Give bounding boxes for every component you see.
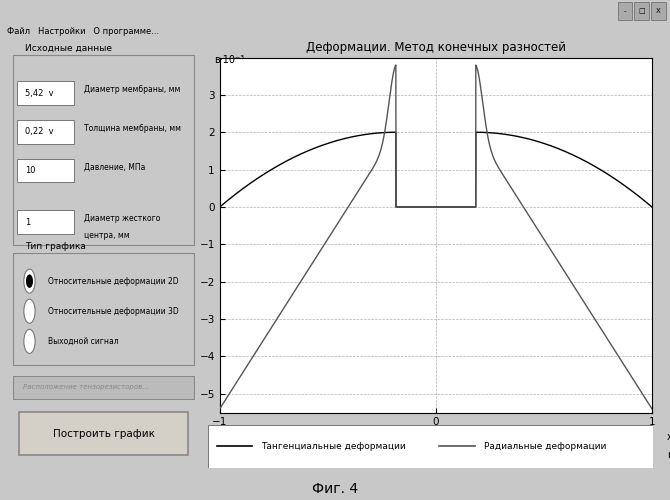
Text: Тангенциальные деформации: Тангенциальные деформации (261, 442, 406, 451)
Text: Радиальные деформации: Радиальные деформации (484, 442, 606, 451)
Text: Диаметр жесткого: Диаметр жесткого (84, 214, 160, 224)
Text: Толщина мембраны, мм: Толщина мембраны, мм (84, 124, 181, 133)
Text: Тип графика: Тип графика (25, 242, 86, 251)
Радиальные деформации (648, 406, 656, 412)
FancyBboxPatch shape (651, 2, 666, 20)
FancyBboxPatch shape (13, 56, 194, 244)
FancyBboxPatch shape (13, 253, 194, 365)
Радиальные деформации (571, 285, 579, 291)
Text: 10: 10 (25, 166, 36, 175)
Тангенциальные деформации (475, 130, 483, 136)
Text: Исходные данные: Исходные данные (25, 44, 113, 53)
Радиальные деформации (475, 74, 483, 80)
FancyBboxPatch shape (17, 120, 74, 144)
Circle shape (27, 275, 32, 287)
Тангенциальные деформации (571, 153, 579, 159)
FancyBboxPatch shape (17, 81, 74, 105)
Text: Расположение тензорезисторов...: Расположение тензорезисторов... (23, 384, 149, 390)
Text: -: - (624, 8, 626, 14)
Text: Диаметр мембраны, мм: Диаметр мембраны, мм (84, 86, 180, 94)
Text: Выходной сигнал: Выходной сигнал (48, 337, 118, 346)
Text: 0,22  v: 0,22 v (25, 127, 54, 136)
Тангенциальные деформации (392, 129, 400, 135)
Тангенциальные деформации (216, 204, 224, 210)
Text: 1: 1 (25, 218, 31, 226)
FancyBboxPatch shape (17, 158, 74, 182)
Тангенциальные деформации (294, 152, 302, 158)
FancyBboxPatch shape (618, 2, 632, 20)
Text: x: x (667, 432, 670, 442)
FancyBboxPatch shape (13, 376, 194, 400)
Circle shape (24, 330, 35, 353)
Circle shape (24, 269, 35, 293)
Text: Построить график: Построить график (53, 429, 155, 439)
Text: Файл   Настройки   О программе...: Файл Настройки О программе... (7, 26, 159, 36)
FancyBboxPatch shape (208, 425, 653, 468)
Text: 5,42  v: 5,42 v (25, 88, 54, 98)
Тангенциальные деформации (497, 131, 505, 137)
Радиальные деформации (497, 168, 505, 174)
Text: □: □ (639, 8, 645, 14)
Title: Деформации. Метод конечных разностей: Деформации. Метод конечных разностей (306, 40, 566, 54)
Text: r: r (667, 450, 670, 460)
Text: X: X (656, 8, 661, 14)
FancyBboxPatch shape (634, 2, 649, 20)
Радиальные деформации (216, 406, 224, 412)
Тангенциальные деформации (381, 130, 389, 136)
Text: Относительные деформации 3D: Относительные деформации 3D (48, 306, 178, 316)
FancyBboxPatch shape (19, 412, 188, 456)
Line: Тангенциальные деформации: Тангенциальные деформации (220, 132, 652, 207)
Радиальные деформации (538, 234, 546, 239)
Text: в·10⁻³: в·10⁻³ (214, 55, 245, 65)
FancyBboxPatch shape (17, 210, 74, 234)
Тангенциальные деформации (538, 140, 546, 146)
Text: Давление, МПа: Давление, МПа (84, 162, 145, 172)
Circle shape (24, 299, 35, 324)
Тангенциальные деформации (648, 204, 656, 210)
Text: Фиг. 4: Фиг. 4 (312, 482, 358, 496)
Радиальные деформации (294, 282, 302, 288)
Text: центра, мм: центра, мм (84, 232, 129, 240)
Text: Относительные деформации 2D: Относительные деформации 2D (48, 276, 178, 285)
Радиальные деформации (381, 128, 389, 134)
Радиальные деформации (472, 62, 480, 68)
Line: Радиальные деформации: Радиальные деформации (220, 65, 652, 409)
